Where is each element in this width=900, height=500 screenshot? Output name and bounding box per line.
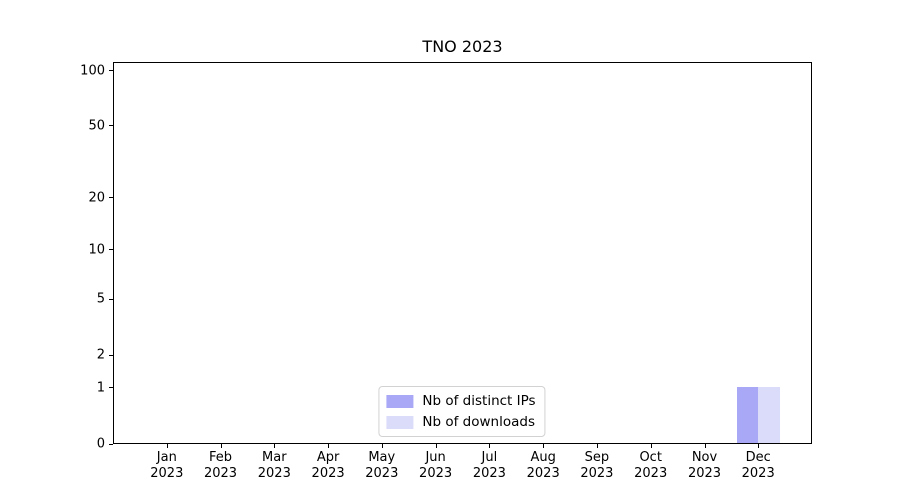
bar-downloads <box>758 387 780 443</box>
chart-title: TNO 2023 <box>422 37 503 56</box>
y-tick-mark <box>108 249 113 251</box>
legend-row: Nb of distinct IPs <box>386 393 536 409</box>
y-tick-label: 100 <box>80 63 105 78</box>
x-tick-mark <box>328 444 330 448</box>
legend: Nb of distinct IPs Nb of downloads <box>378 386 546 437</box>
x-tick-mark <box>489 444 491 448</box>
y-tick-label: 2 <box>96 347 105 363</box>
legend-row: Nb of downloads <box>386 414 535 430</box>
x-tick-label: Dec 2023 <box>741 450 775 481</box>
x-tick-label: Jul 2023 <box>472 450 506 481</box>
x-tick-label: May 2023 <box>365 450 399 481</box>
y-tick-mark <box>108 125 113 127</box>
legend-swatch <box>386 415 414 429</box>
y-tick-mark <box>108 354 113 356</box>
x-tick-mark <box>274 444 276 448</box>
y-tick-label: 20 <box>88 190 105 206</box>
x-tick-mark <box>381 444 383 448</box>
bar-distinct-ips <box>736 387 759 443</box>
x-tick-label: Feb 2023 <box>203 450 238 481</box>
x-tick-label: Apr 2023 <box>311 450 345 481</box>
x-tick-mark <box>704 444 706 448</box>
x-tick-mark <box>650 444 652 448</box>
y-tick-mark <box>108 197 113 199</box>
x-tick-mark <box>596 444 598 448</box>
plot-area <box>113 62 812 444</box>
x-tick-label: Mar 2023 <box>257 450 291 481</box>
x-tick-label: Aug 2023 <box>526 450 560 481</box>
y-tick-label: 1 <box>96 380 105 396</box>
x-tick-label: Sep 2023 <box>580 450 614 481</box>
legend-label: Nb of distinct IPs <box>422 393 536 409</box>
x-tick-mark <box>166 444 168 448</box>
y-tick-mark <box>108 298 113 300</box>
y-tick-label: 5 <box>96 291 105 307</box>
y-tick-mark <box>108 443 113 445</box>
y-tick-label: 0 <box>96 436 105 452</box>
x-tick-mark <box>435 444 437 448</box>
x-tick-label: Oct 2023 <box>634 450 668 481</box>
y-tick-mark <box>108 387 113 389</box>
x-tick-label: Jun 2023 <box>419 450 453 481</box>
legend-label: Nb of downloads <box>422 414 535 430</box>
x-tick-mark <box>543 444 545 448</box>
x-tick-mark <box>220 444 222 448</box>
y-tick-label: 50 <box>88 118 105 134</box>
y-tick-mark <box>108 70 113 71</box>
y-tick-label: 10 <box>88 242 105 258</box>
x-tick-label: Nov 2023 <box>687 450 722 481</box>
legend-swatch <box>386 394 414 408</box>
x-tick-mark <box>758 444 760 448</box>
x-tick-label: Jan 2023 <box>150 450 184 481</box>
